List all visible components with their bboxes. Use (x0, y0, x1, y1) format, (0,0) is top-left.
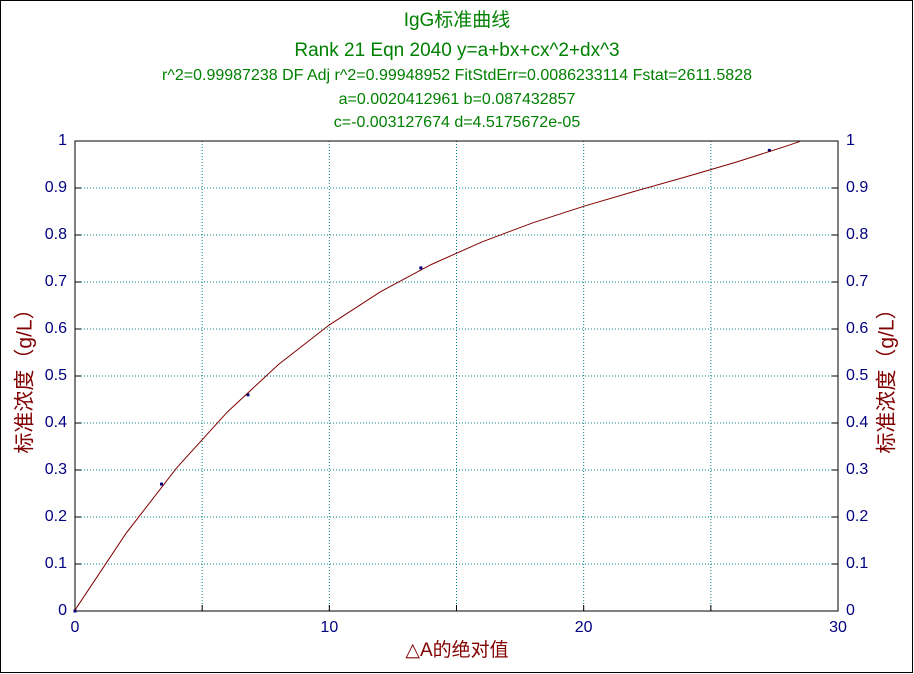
chart-title: IgG标准曲线 (404, 9, 511, 31)
y2-tick-label: 0.8 (846, 226, 868, 243)
y2-tick-label: 0 (846, 602, 855, 619)
annotation: a=0.0020412961 b=0.087432857 (339, 91, 576, 108)
y-tick-label: 0.1 (45, 555, 67, 572)
y-tick-label: 0.8 (45, 226, 67, 243)
y-tick-label: 0.7 (45, 273, 67, 290)
chart-subtitle: Rank 21 Eqn 2040 y=a+bx+cx^2+dx^3 (294, 40, 619, 61)
y2-tick-label: 0.7 (846, 273, 868, 290)
x-axis-label: △A的绝对值 (405, 639, 508, 661)
data-point (419, 266, 423, 270)
y2-tick-label: 0.1 (846, 555, 868, 572)
y2-tick-label: 0.5 (846, 367, 868, 384)
plot-area (74, 140, 839, 612)
y2-tick-label: 0.9 (846, 179, 868, 196)
data-point (159, 482, 163, 486)
data-point (73, 609, 77, 613)
y2-tick-label: 0.2 (846, 508, 868, 525)
y-tick-label: 0.3 (45, 461, 67, 478)
annotation: c=-0.003127674 d=4.5175672e-05 (334, 114, 581, 131)
x-tick-label: 10 (320, 619, 338, 636)
y2-tick-label: 1 (846, 132, 855, 149)
x-tick-label: 0 (71, 619, 80, 636)
x-tick-label: 30 (829, 619, 847, 636)
data-point (767, 148, 771, 152)
y2-tick-label: 0.3 (846, 461, 868, 478)
y-tick-label: 1 (58, 132, 67, 149)
y-tick-label: 0.2 (45, 508, 67, 525)
y-tick-label: 0.4 (45, 414, 67, 431)
y2-axis-label: 标准浓度（g/L） (876, 298, 899, 453)
y2-tick-label: 0.4 (846, 414, 868, 431)
y-tick-label: 0.6 (45, 320, 67, 337)
y-tick-label: 0.9 (45, 179, 67, 196)
y-tick-label: 0 (58, 602, 67, 619)
x-tick-label: 20 (575, 619, 593, 636)
y-axis-label: 标准浓度（g/L） (14, 298, 37, 453)
y-tick-label: 0.5 (45, 367, 67, 384)
annotation: r^2=0.99987238 DF Adj r^2=0.99948952 Fit… (162, 67, 752, 84)
fit-curve (74, 140, 801, 611)
data-point (246, 393, 250, 397)
y2-tick-label: 0.6 (846, 320, 868, 337)
